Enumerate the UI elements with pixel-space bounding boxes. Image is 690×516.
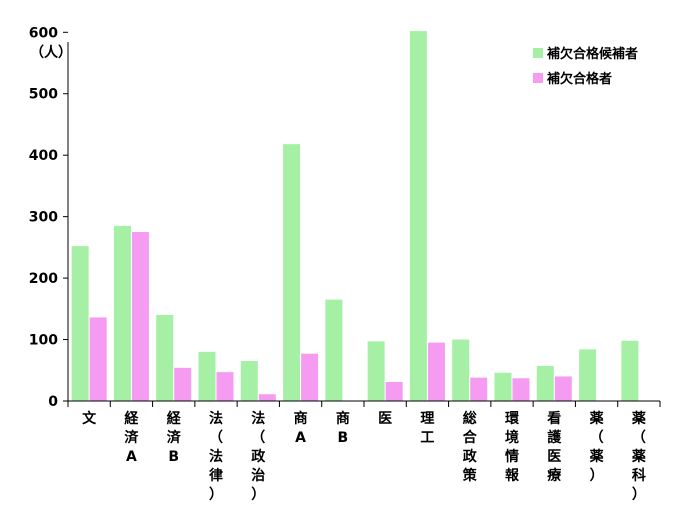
- bar-hoketsu-kouho: [198, 351, 216, 401]
- bar-hoketsu-kouho: [536, 365, 554, 401]
- bar-hoketsu-goukaku: [216, 372, 234, 401]
- x-tick-label: 医: [378, 411, 392, 427]
- x-tick-label: 薬（薬科）: [632, 410, 646, 503]
- bar-hoketsu-kouho: [283, 144, 301, 401]
- y-tick-label: 600: [29, 25, 58, 41]
- bar-hoketsu-goukaku: [258, 394, 276, 401]
- y-tick-label: 500: [29, 87, 58, 103]
- x-tick-label: 法（法律）: [209, 410, 223, 503]
- bar-hoketsu-kouho: [240, 361, 258, 401]
- bar-hoketsu-kouho: [113, 225, 131, 401]
- legend-label: 補欠合格候補者: [546, 46, 638, 62]
- bar-hoketsu-goukaku: [131, 232, 149, 401]
- x-tick-label: 経済 B: [167, 410, 182, 465]
- bar-hoketsu-kouho: [579, 349, 597, 401]
- x-tick-label: 文: [82, 410, 97, 427]
- bar-hoketsu-kouho: [494, 372, 512, 401]
- x-tick-label: 環境情報: [505, 411, 520, 484]
- x-tick-label: 総合政策: [462, 410, 478, 484]
- x-axis: 文 経済 A 経済 B 法（法律） 法（政治） 商 A 商 B 医 理工 総合政策 環境情報 看護医療 薬（薬）…: [67, 400, 661, 503]
- bar-hoketsu-goukaku: [174, 367, 192, 401]
- bar-hoketsu-kouho: [452, 339, 470, 401]
- x-tick-label: 経済 A: [124, 410, 139, 465]
- legend-label: 補欠合格者: [546, 71, 612, 87]
- x-tick-label: 法（政治）: [251, 410, 266, 503]
- bar-hoketsu-goukaku: [554, 376, 572, 401]
- bar-hoketsu-goukaku: [89, 317, 107, 401]
- bar-hoketsu-goukaku: [512, 378, 530, 401]
- bar-hoketsu-goukaku: [301, 353, 319, 401]
- bar-hoketsu-kouho: [71, 246, 89, 401]
- x-tick-label: 薬（薬）: [590, 410, 604, 484]
- legend-swatch: [533, 48, 543, 58]
- bar-hoketsu-goukaku: [427, 342, 445, 401]
- y-axis: 0 100 200 300 400 500 600: [29, 25, 69, 410]
- y-tick-label: 100: [29, 333, 58, 349]
- bar-hoketsu-goukaku: [385, 381, 403, 401]
- y-tick-label: 0: [48, 394, 58, 410]
- legend-swatch: [533, 73, 543, 83]
- bar-hoketsu-kouho: [621, 340, 639, 401]
- y-tick-label: 300: [29, 210, 58, 226]
- x-tick-label: 看護医療: [546, 410, 562, 484]
- bar-hoketsu-goukaku: [470, 377, 488, 401]
- y-tick-label: 400: [29, 148, 58, 164]
- y-tick-label: 200: [29, 271, 58, 287]
- y-unit-label: （人）: [30, 44, 72, 61]
- bar-hoketsu-kouho: [325, 299, 343, 401]
- bar-hoketsu-kouho: [156, 314, 174, 401]
- bar-hoketsu-kouho: [367, 341, 385, 401]
- x-tick-label: 理工: [420, 411, 434, 446]
- bar-hoketsu-kouho: [409, 31, 427, 402]
- bars: [71, 31, 639, 402]
